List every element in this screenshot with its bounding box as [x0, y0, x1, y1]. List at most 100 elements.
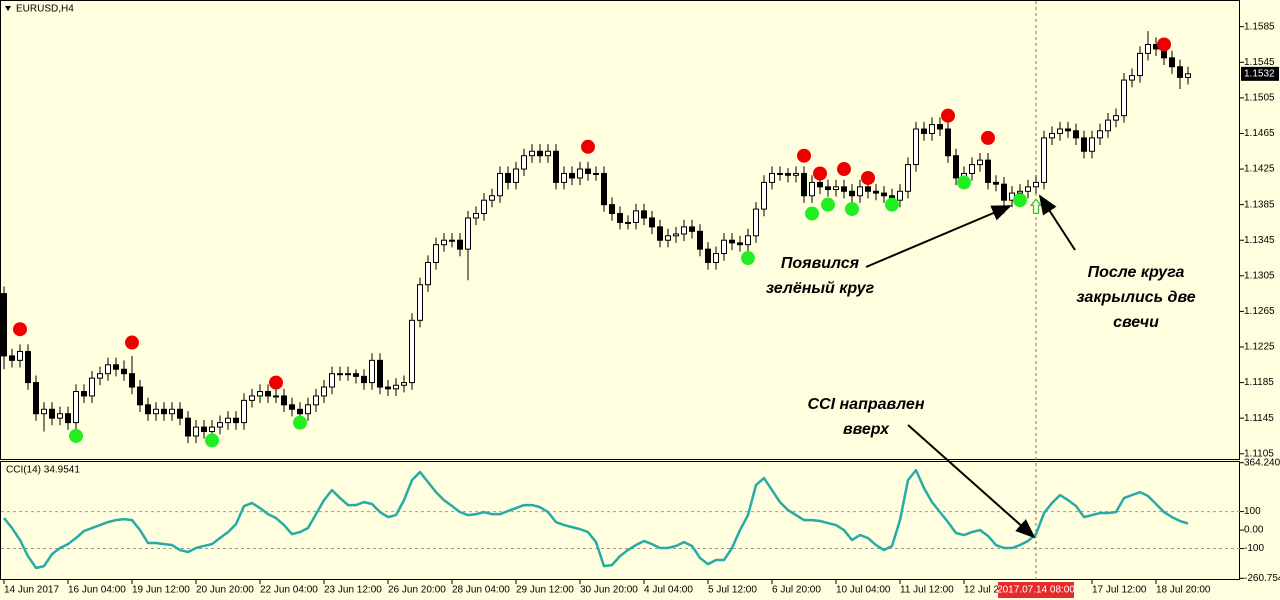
- candle-body: [801, 173, 807, 197]
- candle-body: [457, 239, 463, 250]
- indicator-line: [3, 468, 1189, 570]
- annotation-text: свечи: [1113, 314, 1159, 331]
- candle-body: [689, 226, 695, 232]
- arrow: [907, 424, 1036, 539]
- candle-body: [609, 204, 615, 215]
- candle-body: [281, 395, 287, 406]
- candle-body: [945, 128, 951, 157]
- candle-body: [1177, 66, 1183, 78]
- buy-signal: [205, 433, 219, 448]
- sell-signal: [941, 108, 955, 123]
- candle-body: [1049, 132, 1055, 139]
- x-tick-label: 10 Jul 04:00: [836, 585, 891, 596]
- candle-body: [505, 173, 511, 183]
- main-panel-frame: [0, 0, 1240, 460]
- buy-signal: [69, 428, 83, 443]
- candle-body: [921, 128, 927, 134]
- candle-body: [1105, 119, 1111, 132]
- candle-body: [25, 350, 31, 384]
- candle-body: [385, 386, 391, 390]
- candle-body: [233, 417, 239, 424]
- candle-body: [473, 213, 479, 219]
- candle-body: [1129, 75, 1135, 81]
- candle-body: [289, 404, 295, 410]
- x-tick-label: 12 Jul 20:00: [964, 585, 1019, 596]
- candle-body: [153, 408, 159, 415]
- indicator-panel-frame: [0, 461, 1240, 580]
- y-tick-label: 100: [1244, 506, 1261, 517]
- candle-body: [985, 159, 991, 183]
- candle-body: [145, 404, 151, 415]
- annotation-text: вверх: [843, 421, 890, 438]
- x-tick-label: 14 Jun 2017: [4, 585, 59, 596]
- y-tick-label: 1.1345: [1244, 235, 1275, 246]
- candle-body: [161, 408, 167, 415]
- sell-signal: [837, 162, 851, 177]
- buy-signal: [821, 197, 835, 212]
- sell-signal: [813, 166, 827, 181]
- candle-body: [817, 181, 823, 188]
- candle-body: [929, 124, 935, 134]
- y-tick-label: 1.1265: [1244, 306, 1275, 317]
- sell-signal: [125, 335, 139, 350]
- x-tick-label: 20 Jun 20:00: [196, 585, 254, 596]
- x-tick-label: 29 Jun 12:00: [516, 585, 574, 596]
- sell-signal: [13, 322, 27, 337]
- annotations: Появился зелёный круг После круга закрыл…: [766, 194, 1196, 539]
- candle-body: [497, 173, 503, 197]
- candle-body: [1113, 115, 1119, 121]
- annotation-text: CCI направлен: [808, 396, 925, 413]
- x-tick-label: 26 Jun 20:00: [388, 585, 446, 596]
- buy-signal: [885, 197, 899, 212]
- candle-body: [993, 181, 999, 185]
- candle-body: [1025, 186, 1031, 192]
- candle-body: [857, 186, 863, 197]
- candle-body: [553, 150, 559, 183]
- candle-body: [449, 239, 455, 242]
- candle-body: [265, 390, 271, 397]
- candle-body: [849, 190, 855, 197]
- x-tick-label: 30 Jun 20:00: [580, 585, 638, 596]
- candle-body: [17, 350, 23, 361]
- candle-body: [953, 155, 959, 179]
- candle-body: [329, 373, 335, 388]
- x-tick-label: 18 Jul 20:00: [1156, 585, 1211, 596]
- candle-body: [841, 186, 847, 192]
- y-tick-label: 1.1425: [1244, 164, 1275, 175]
- candle-body: [257, 390, 263, 397]
- candle-body: [865, 186, 871, 192]
- candle-body: [9, 355, 15, 361]
- candle-body: [113, 364, 119, 370]
- candle-body: [273, 395, 279, 398]
- candle-body: [561, 173, 567, 183]
- candle-body: [201, 426, 207, 433]
- candle-body: [433, 244, 439, 263]
- candle-body: [297, 408, 303, 415]
- candle-body: [249, 395, 255, 401]
- candle-body: [81, 390, 87, 397]
- candle-body: [1065, 128, 1071, 132]
- candle-body: [225, 417, 231, 424]
- crosshair-label: 2017.07.14 08:00: [997, 585, 1075, 596]
- y-tick-label: 1.1185: [1244, 377, 1274, 388]
- candle-body: [361, 375, 367, 384]
- buy-signal: [957, 175, 971, 190]
- candle-body: [73, 390, 79, 424]
- candle-body: [441, 239, 447, 246]
- candle-body: [1097, 130, 1103, 139]
- candle-body: [305, 404, 311, 415]
- candle-body: [793, 173, 799, 176]
- y-tick-label: 1.1505: [1244, 93, 1275, 104]
- candle-body: [185, 417, 191, 437]
- candle-body: [601, 173, 607, 206]
- candle-body: [57, 413, 63, 419]
- candle-body: [681, 226, 687, 235]
- x-tick-label: 22 Jun 04:00: [260, 585, 318, 596]
- candle-body: [873, 190, 879, 194]
- candle-body: [489, 195, 495, 201]
- buy-signal: [845, 202, 859, 217]
- current-price-label: 1.1532: [1244, 68, 1275, 79]
- candle-body: [1001, 183, 1007, 201]
- y-tick-label: 0.00: [1244, 525, 1264, 536]
- candle-body: [729, 239, 735, 244]
